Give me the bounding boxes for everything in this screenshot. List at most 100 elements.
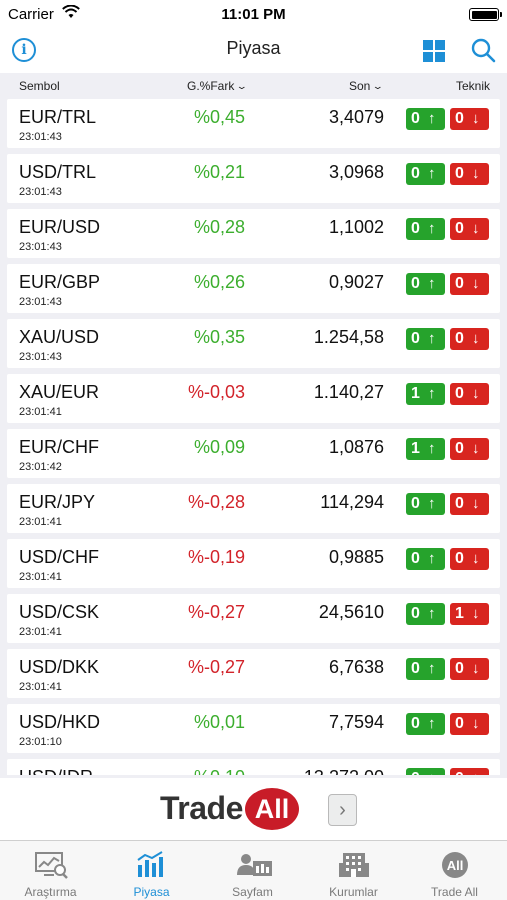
row-time: 23:01:43 [19, 186, 62, 198]
sell-signal-badge[interactable]: 0↓ [450, 163, 489, 185]
sell-signal-badge[interactable]: 0↓ [450, 658, 489, 680]
buy-signal-badge[interactable]: 1 ↑ [406, 438, 445, 460]
buy-signal-badge[interactable]: 0↑ [406, 163, 445, 185]
market-row-card[interactable]: USD/DKK 23:01:41 %-0,27 6,7638 0 ↑ 0 ↓ [7, 649, 500, 698]
arrow-down-icon: ↓ [472, 385, 480, 402]
buy-signal-count: 1 [411, 385, 420, 402]
buy-signal-badge[interactable]: 1 ↑ [406, 383, 445, 405]
row-time: 23:01:10 [19, 736, 62, 748]
buy-signal-badge[interactable]: 0↑ [406, 493, 445, 515]
market-row[interactable]: USD/TRL 23:01:43 %0,21 3,0968 0 ↑ 0 ↓ [0, 153, 507, 208]
row-time: 23:01:41 [19, 681, 62, 693]
market-row[interactable]: USD/CHF 23:01:41 %-0,19 0,9885 0 ↑ 0 ↓ [0, 538, 507, 593]
tab-label: Sayfam [232, 885, 273, 899]
banner-arrow-button[interactable]: › [328, 794, 357, 826]
sell-signal-badge[interactable]: 0↓ [450, 383, 489, 405]
tab-trade-all[interactable]: All Trade All [404, 841, 505, 900]
market-row-card[interactable]: EUR/TRL 23:01:43 %0,45 3,4079 0 ↑ 0 ↓ [7, 99, 500, 148]
market-row[interactable]: XAU/EUR 23:01:41 %-0,03 1.140,27 1 ↑ 0 ↓ [0, 373, 507, 428]
market-row-card[interactable]: EUR/USD 23:01:43 %0,28 1,1002 0 ↑ 0 ↓ [7, 209, 500, 258]
arrow-up-icon: ↑ [428, 110, 436, 127]
search-icon[interactable] [470, 37, 496, 63]
sell-signal-badge[interactable]: 0↓ [450, 438, 489, 460]
buy-signal-badge[interactable]: 0↑ [406, 218, 445, 240]
tab-sayfam[interactable]: Sayfam [202, 841, 303, 900]
my-page-icon [237, 854, 272, 876]
market-row[interactable]: USD/IDR%0,1013.272,000↑0↓ [0, 758, 507, 775]
market-row-card[interactable]: USD/TRL 23:01:43 %0,21 3,0968 0 ↑ 0 ↓ [7, 154, 500, 203]
market-row[interactable]: USD/HKD 23:01:10 %0,01 7,7594 0 ↑ 0 ↓ [0, 703, 507, 758]
arrow-up-icon: ↑ [428, 165, 436, 182]
row-change: %0,09 [193, 437, 245, 457]
info-button[interactable]: i [12, 38, 36, 62]
row-symbol: EUR/JPY [19, 492, 96, 512]
market-row[interactable]: EUR/CHF 23:01:42 %0,09 1,0876 1 ↑ 0 ↓ [0, 428, 507, 483]
market-row-card[interactable]: EUR/GBP 23:01:43 %0,26 0,9027 0 ↑ 0 ↓ [7, 264, 500, 313]
market-row-card[interactable]: XAU/EUR 23:01:41 %-0,03 1.140,27 1 ↑ 0 ↓ [7, 374, 500, 423]
tab-label: Piyasa [133, 885, 170, 899]
grid-view-button[interactable] [423, 40, 445, 62]
row-last-price: 1,0876 [328, 437, 384, 457]
market-chart-icon [137, 851, 163, 877]
market-row[interactable]: EUR/JPY 23:01:41 %-0,28 114,294 0 ↑ 0 ↓ [0, 483, 507, 538]
sell-signal-badge[interactable]: 1 ↓ [450, 603, 489, 625]
sell-signal-badge[interactable]: 0↓ [450, 548, 489, 570]
row-symbol: USD/TRL [19, 162, 97, 182]
market-row[interactable]: USD/CSK 23:01:41 %-0,27 24,5610 0 ↑ 1 ↓ [0, 593, 507, 648]
market-row-card[interactable]: XAU/USD 23:01:43 %0,35 1.254,58 0 ↑ 0 ↓ [7, 319, 500, 368]
market-row[interactable]: EUR/USD 23:01:43 %0,28 1,1002 0 ↑ 0 ↓ [0, 208, 507, 263]
sell-signal-badge[interactable]: 0↓ [450, 218, 489, 240]
arrow-down-icon: ↓ [472, 550, 480, 567]
row-symbol: EUR/GBP [19, 272, 101, 292]
arrow-down-icon: ↓ [472, 275, 480, 292]
sell-signal-badge[interactable]: 0↓ [450, 713, 489, 735]
market-row-card[interactable]: USD/IDR%0,1013.272,000↑0↓ [7, 759, 500, 775]
sell-signal-badge[interactable]: 0↓ [450, 768, 489, 775]
sell-signal-badge[interactable]: 0↓ [450, 328, 489, 350]
row-symbol: XAU/USD [19, 327, 100, 347]
institutions-icon [339, 853, 369, 877]
sell-signal-count: 0 [455, 385, 464, 402]
buy-signal-badge[interactable]: 0↑ [406, 603, 445, 625]
buy-signal-count: 0 [411, 770, 420, 775]
row-symbol: USD/CSK [19, 602, 100, 622]
buy-signal-badge[interactable]: 0↑ [406, 108, 445, 130]
buy-signal-badge[interactable]: 0↑ [406, 713, 445, 735]
market-row[interactable]: XAU/USD 23:01:43 %0,35 1.254,58 0 ↑ 0 ↓ [0, 318, 507, 373]
tab-kurumlar[interactable]: Kurumlar [303, 841, 404, 900]
market-row[interactable]: EUR/TRL 23:01:43 %0,45 3,4079 0 ↑ 0 ↓ [0, 98, 507, 153]
tab-arastirma[interactable]: Araştırma [0, 841, 101, 900]
market-row-card[interactable]: USD/CHF 23:01:41 %-0,19 0,9885 0 ↑ 0 ↓ [7, 539, 500, 588]
buy-signal-badge[interactable]: 0↑ [406, 658, 445, 680]
column-change-sort[interactable]: G.%Fark ⌄ [187, 79, 248, 93]
row-symbol: EUR/CHF [19, 437, 99, 457]
row-time: 23:01:41 [19, 516, 62, 528]
buy-signal-count: 1 [411, 440, 420, 457]
sell-signal-badge[interactable]: 0↓ [450, 493, 489, 515]
tab-piyasa[interactable]: Piyasa [101, 841, 202, 900]
column-last-sort[interactable]: Son ⌄ [349, 79, 384, 93]
buy-signal-badge[interactable]: 0↑ [406, 768, 445, 775]
buy-signal-badge[interactable]: 0↑ [406, 328, 445, 350]
row-time: 23:01:43 [19, 351, 62, 363]
buy-signal-count: 0 [411, 110, 420, 127]
trade-all-banner[interactable]: Trade All › [0, 778, 507, 840]
arrow-up-icon: ↑ [428, 715, 436, 732]
sell-signal-badge[interactable]: 0↓ [450, 273, 489, 295]
row-last-price: 0,9027 [328, 272, 384, 292]
market-row-card[interactable]: EUR/JPY 23:01:41 %-0,28 114,294 0 ↑ 0 ↓ [7, 484, 500, 533]
sell-signal-count: 0 [455, 330, 464, 347]
buy-signal-badge[interactable]: 0↑ [406, 548, 445, 570]
market-row[interactable]: EUR/GBP 23:01:43 %0,26 0,9027 0 ↑ 0 ↓ [0, 263, 507, 318]
buy-signal-badge[interactable]: 0↑ [406, 273, 445, 295]
row-change: %0,21 [193, 162, 245, 182]
market-row-card[interactable]: USD/CSK 23:01:41 %-0,27 24,5610 0 ↑ 1 ↓ [7, 594, 500, 643]
market-row-card[interactable]: EUR/CHF 23:01:42 %0,09 1,0876 1 ↑ 0 ↓ [7, 429, 500, 478]
market-row-card[interactable]: USD/HKD 23:01:10 %0,01 7,7594 0 ↑ 0 ↓ [7, 704, 500, 753]
row-last-price: 114,294 [320, 492, 384, 512]
carrier-label: Carrier [8, 6, 54, 23]
row-last-price: 0,9885 [328, 547, 384, 567]
sell-signal-badge[interactable]: 0↓ [450, 108, 489, 130]
market-list[interactable]: EUR/TRL 23:01:43 %0,45 3,4079 0 ↑ 0 ↓ USD/TRL 23:… [0, 98, 507, 775]
market-row[interactable]: USD/DKK 23:01:41 %-0,27 6,7638 0 ↑ 0 ↓ [0, 648, 507, 703]
